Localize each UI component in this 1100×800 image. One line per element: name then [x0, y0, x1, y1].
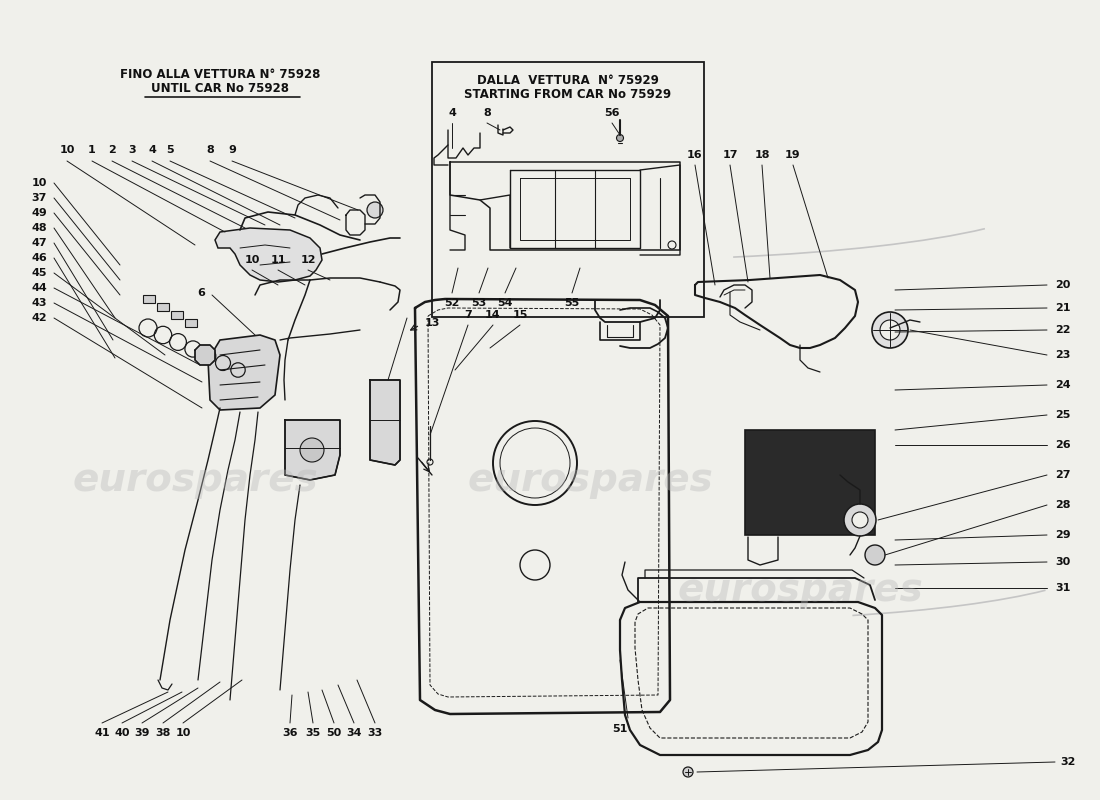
Text: 41: 41 — [95, 728, 110, 738]
Text: 14: 14 — [485, 310, 501, 320]
Circle shape — [668, 241, 676, 249]
Text: 10: 10 — [244, 255, 260, 265]
Circle shape — [844, 504, 876, 536]
Polygon shape — [285, 420, 340, 480]
Text: 19: 19 — [785, 150, 801, 160]
Text: 18: 18 — [755, 150, 770, 160]
Text: 3: 3 — [129, 145, 135, 155]
Text: 9: 9 — [228, 145, 235, 155]
Text: 28: 28 — [1055, 500, 1070, 510]
Bar — [745, 430, 874, 535]
Text: 34: 34 — [346, 728, 362, 738]
Text: 4: 4 — [448, 108, 455, 118]
Text: 52: 52 — [444, 298, 460, 308]
Circle shape — [367, 202, 383, 218]
Text: 37: 37 — [32, 193, 47, 203]
Text: eurospares: eurospares — [468, 461, 713, 499]
Circle shape — [880, 320, 900, 340]
Polygon shape — [370, 380, 400, 465]
Text: 40: 40 — [114, 728, 130, 738]
Bar — [432, 62, 704, 317]
Text: 15: 15 — [513, 310, 528, 320]
Text: 46: 46 — [31, 253, 47, 263]
Text: 10: 10 — [175, 728, 190, 738]
Polygon shape — [214, 228, 322, 282]
Text: 23: 23 — [1055, 350, 1070, 360]
Text: 39: 39 — [134, 728, 150, 738]
Text: 12: 12 — [300, 255, 316, 265]
Text: 1: 1 — [88, 145, 96, 155]
Text: 29: 29 — [1055, 530, 1070, 540]
Text: STARTING FROM CAR No 75929: STARTING FROM CAR No 75929 — [464, 88, 672, 101]
Text: 24: 24 — [1055, 380, 1070, 390]
Text: 20: 20 — [1055, 280, 1070, 290]
Text: 27: 27 — [1055, 470, 1070, 480]
Bar — [157, 303, 169, 311]
Text: 43: 43 — [32, 298, 47, 308]
Text: UNTIL CAR No 75928: UNTIL CAR No 75928 — [151, 82, 289, 95]
Text: 11: 11 — [271, 255, 286, 265]
Text: 38: 38 — [155, 728, 170, 738]
Text: 55: 55 — [564, 298, 580, 308]
Circle shape — [865, 545, 886, 565]
Text: 36: 36 — [283, 728, 298, 738]
Polygon shape — [208, 335, 280, 410]
Bar — [170, 311, 183, 319]
Circle shape — [683, 767, 693, 777]
Text: 4: 4 — [148, 145, 156, 155]
Text: 32: 32 — [1060, 757, 1076, 767]
Bar — [143, 295, 155, 303]
Text: eurospares: eurospares — [678, 571, 923, 609]
Text: 16: 16 — [688, 150, 703, 160]
Circle shape — [300, 438, 324, 462]
Text: DALLA  VETTURA  N° 75929: DALLA VETTURA N° 75929 — [477, 74, 659, 87]
Text: 26: 26 — [1055, 440, 1070, 450]
Text: eurospares: eurospares — [73, 461, 318, 499]
Text: 10: 10 — [32, 178, 47, 188]
Circle shape — [427, 459, 433, 465]
Text: 25: 25 — [1055, 410, 1070, 420]
Text: 54: 54 — [497, 298, 513, 308]
Text: 33: 33 — [367, 728, 383, 738]
Text: 51: 51 — [613, 724, 628, 734]
Polygon shape — [195, 345, 214, 365]
Text: 50: 50 — [327, 728, 342, 738]
Bar — [185, 319, 197, 327]
Text: 5: 5 — [166, 145, 174, 155]
Text: 44: 44 — [31, 283, 47, 293]
Circle shape — [852, 512, 868, 528]
Text: 35: 35 — [306, 728, 320, 738]
Text: 53: 53 — [472, 298, 486, 308]
Text: FINO ALLA VETTURA N° 75928: FINO ALLA VETTURA N° 75928 — [120, 68, 320, 81]
Text: 10: 10 — [59, 145, 75, 155]
Text: 21: 21 — [1055, 303, 1070, 313]
Text: 49: 49 — [31, 208, 47, 218]
Text: 42: 42 — [32, 313, 47, 323]
Text: 56: 56 — [604, 108, 619, 118]
Circle shape — [872, 312, 908, 348]
Circle shape — [616, 134, 624, 142]
Text: 30: 30 — [1055, 557, 1070, 567]
Text: 22: 22 — [1055, 325, 1070, 335]
Text: 31: 31 — [1055, 583, 1070, 593]
Text: 13: 13 — [425, 318, 440, 328]
Text: 17: 17 — [723, 150, 738, 160]
Text: 7: 7 — [464, 310, 472, 320]
Text: 48: 48 — [32, 223, 47, 233]
Text: 45: 45 — [32, 268, 47, 278]
Text: 8: 8 — [206, 145, 213, 155]
Text: 2: 2 — [108, 145, 115, 155]
Text: 8: 8 — [483, 108, 491, 118]
Text: 47: 47 — [32, 238, 47, 248]
Text: 6: 6 — [197, 288, 205, 298]
